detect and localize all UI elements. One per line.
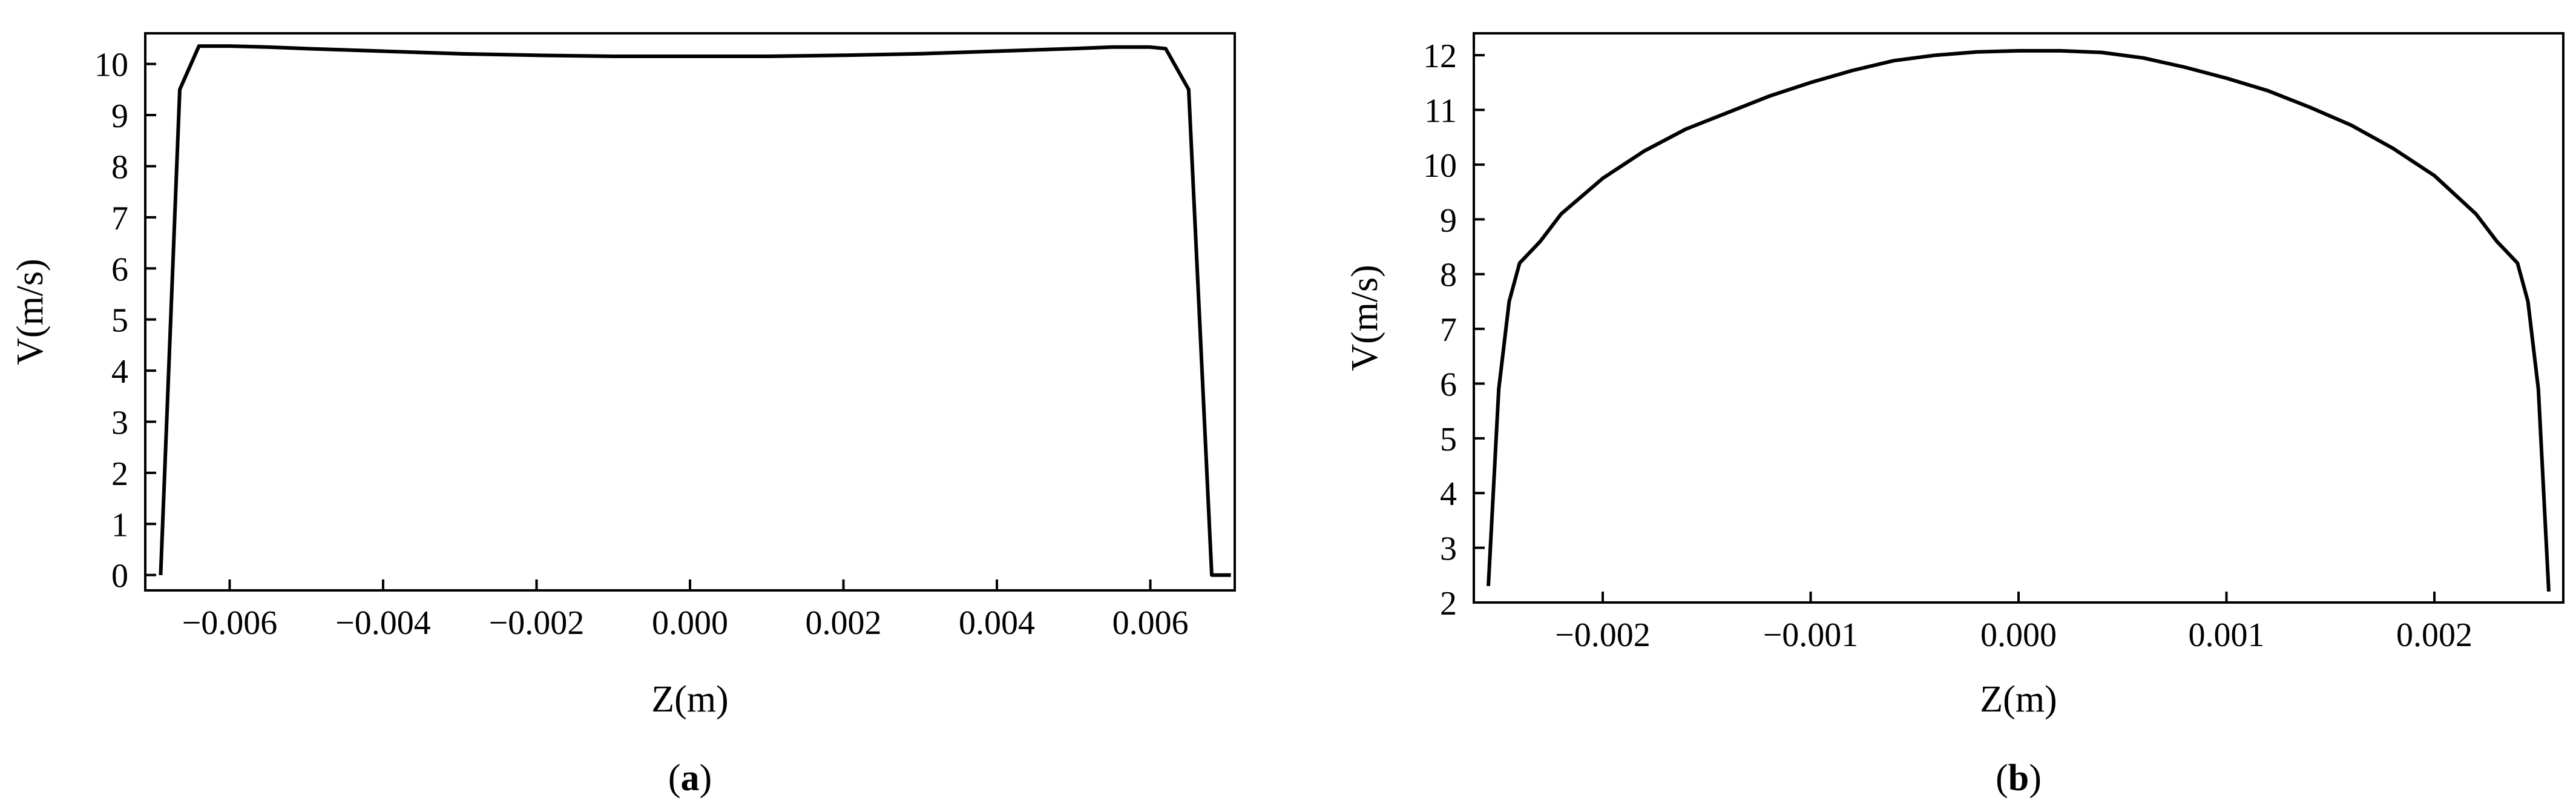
chart-a-caption-close: ) (700, 758, 712, 799)
chart-a-x-tick-label: −0.004 (335, 604, 431, 642)
chart-b-y-tick-label: 11 (1424, 93, 1457, 130)
chart-a-y-axis-title: V(m/s) (10, 259, 51, 365)
chart-a-y-tick-label: 3 (111, 404, 128, 441)
chart-a-y-tick-label: 1 (111, 506, 128, 544)
chart-b-y-axis-title: V(m/s) (1344, 265, 1385, 371)
chart-a-plot-frame (144, 32, 1236, 592)
chart-a-y-tick-label: 10 (94, 47, 128, 84)
chart-b-y-tick-label: 8 (1440, 257, 1457, 294)
chart-a-x-tick-label: 0.004 (959, 604, 1035, 642)
chart-a-y-tick-label: 4 (111, 353, 128, 391)
chart-b-series-line (1487, 48, 2551, 592)
chart-a-x-tick-label: 0.002 (806, 604, 882, 642)
chart-b-x-tick-label: 0.002 (2396, 616, 2472, 654)
chart-b-y-tick-label: 7 (1440, 311, 1457, 349)
chart-b-y-tick-label: 9 (1440, 202, 1457, 239)
chart-b-x-tick-label: −0.002 (1555, 616, 1651, 654)
chart-a-x-axis-title: Z(m) (651, 679, 728, 720)
chart-b-x-tick-label: −0.001 (1763, 616, 1859, 654)
chart-a-y-tick-label: 9 (111, 97, 128, 135)
chart-b-y-tick-label: 4 (1440, 475, 1457, 513)
chart-b-y-tick-label: 6 (1440, 366, 1457, 403)
chart-a-y-tick-label: 6 (111, 251, 128, 288)
chart-a-y-tick-label: 8 (111, 148, 128, 186)
chart-a-x-tick-label: 0.000 (652, 604, 728, 642)
chart-b-y-tick-label: 10 (1423, 147, 1457, 185)
chart-a-x-tick-label: −0.006 (182, 604, 278, 642)
chart-b-caption: (b) (1996, 758, 2042, 799)
chart-b-y-tick-label: 12 (1423, 38, 1457, 75)
chart-a-x-tick-label: −0.002 (489, 604, 585, 642)
chart-b-y-tick-label: 5 (1440, 421, 1457, 458)
chart-a-y-tick-label: 2 (111, 455, 128, 493)
chart-b-plot-frame (1473, 32, 2564, 604)
chart-a-y-tick-label: 7 (111, 200, 128, 237)
panel-b: −0.002 −0.001 0.000 0.001 0.002 2 3 4 5 6 7 8 9 10 11 1… (1344, 32, 2564, 799)
chart-b-y-tick-label: 2 (1440, 585, 1457, 622)
chart-b-caption-letter: b (2008, 758, 2029, 799)
chart-a-x-tick-label: 0.006 (1112, 604, 1189, 642)
chart-a-series-line (159, 44, 1231, 577)
chart-b-x-axis-title: Z(m) (1980, 679, 2057, 720)
chart-a-y-tick-label: 5 (111, 302, 128, 340)
chart-a-caption-letter: a (681, 758, 700, 799)
chart-a-caption: (a) (668, 758, 712, 799)
chart-b-y-tick-label: 3 (1440, 530, 1457, 568)
chart-b-x-tick-label: 0.001 (2189, 616, 2265, 654)
chart-a-y-tick-label: 0 (111, 558, 128, 595)
panel-a: −0.006 −0.004 −0.002 0.000 0.002 0.004 0.006 0 1… (10, 32, 1236, 799)
chart-b-caption-close: ) (2029, 758, 2042, 799)
chart-b-x-tick-label: 0.000 (1980, 616, 2057, 654)
chart-a-caption-open: ( (668, 758, 681, 799)
chart-b-caption-open: ( (1996, 758, 2008, 799)
